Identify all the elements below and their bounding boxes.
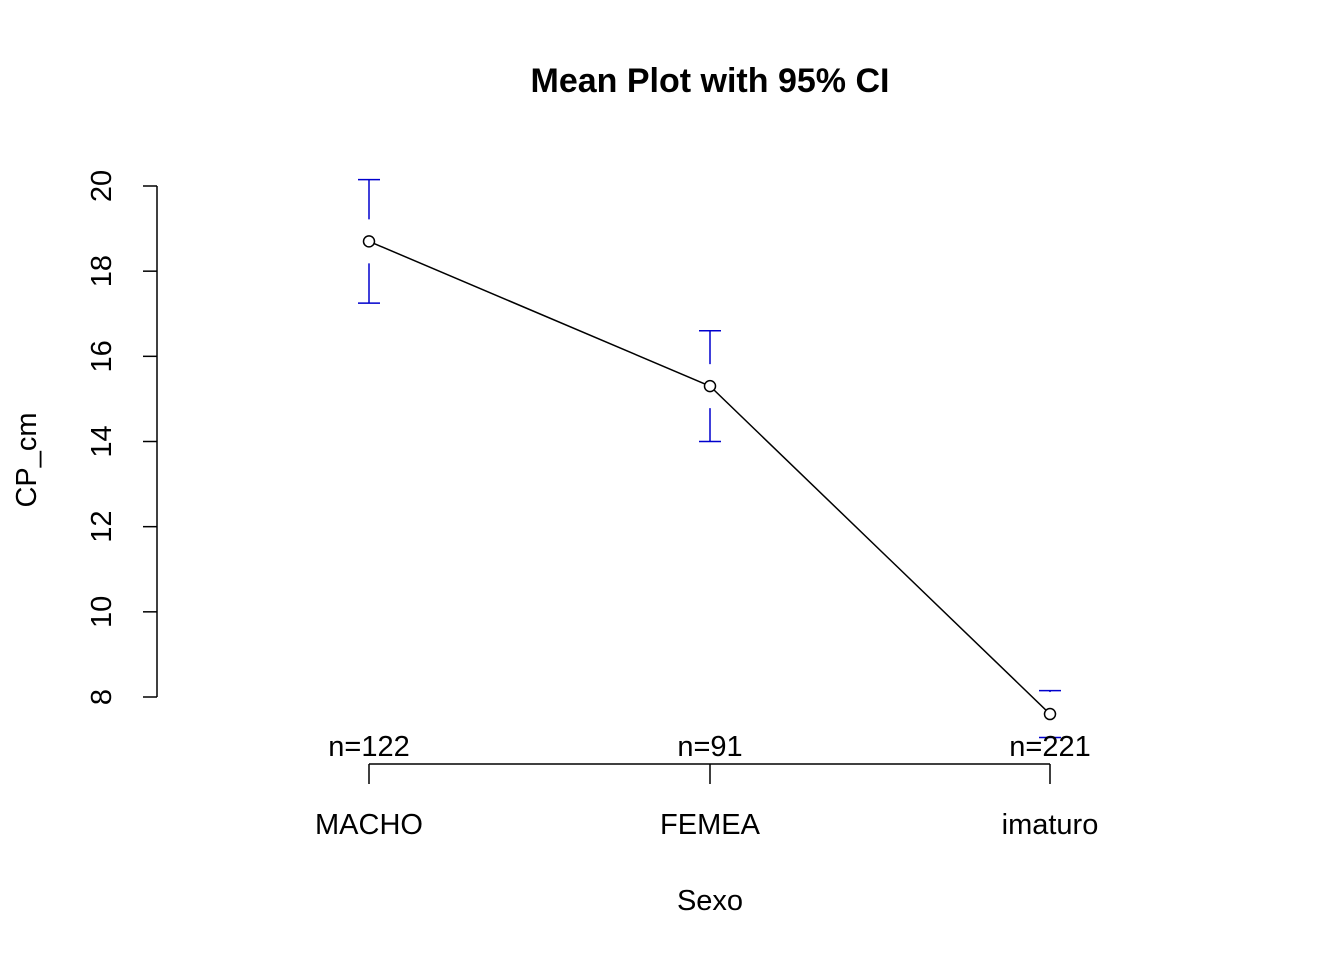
x-tick-label: MACHO bbox=[315, 809, 423, 841]
y-axis-label: CP_cm bbox=[11, 412, 43, 507]
mean-point bbox=[362, 235, 376, 248]
n-label: n=122 bbox=[328, 731, 409, 763]
x-axis-label: Sexo bbox=[677, 885, 743, 917]
plot-area: 8 10 12 14 16 18 20 MACHO FEMEA imaturo n=122 n=91 n… bbox=[86, 170, 1098, 841]
chart-title: Mean Plot with 95% CI bbox=[531, 62, 890, 100]
mean-point bbox=[1043, 707, 1057, 721]
y-tick-label: 12 bbox=[86, 511, 118, 543]
y-tick-label: 16 bbox=[86, 340, 118, 372]
mean-line bbox=[368, 240, 1051, 715]
y-tick-label: 8 bbox=[86, 689, 118, 705]
y-tick-label: 14 bbox=[86, 425, 118, 457]
x-tick-label: imaturo bbox=[1002, 809, 1099, 841]
y-tick-label: 20 bbox=[86, 170, 118, 202]
mean-point bbox=[703, 379, 717, 393]
n-label: n=91 bbox=[677, 731, 742, 763]
y-tick-label: 18 bbox=[86, 255, 118, 287]
y-tick-label: 10 bbox=[86, 596, 118, 628]
x-tick-label: FEMEA bbox=[660, 809, 761, 841]
n-label: n=221 bbox=[1009, 731, 1090, 763]
